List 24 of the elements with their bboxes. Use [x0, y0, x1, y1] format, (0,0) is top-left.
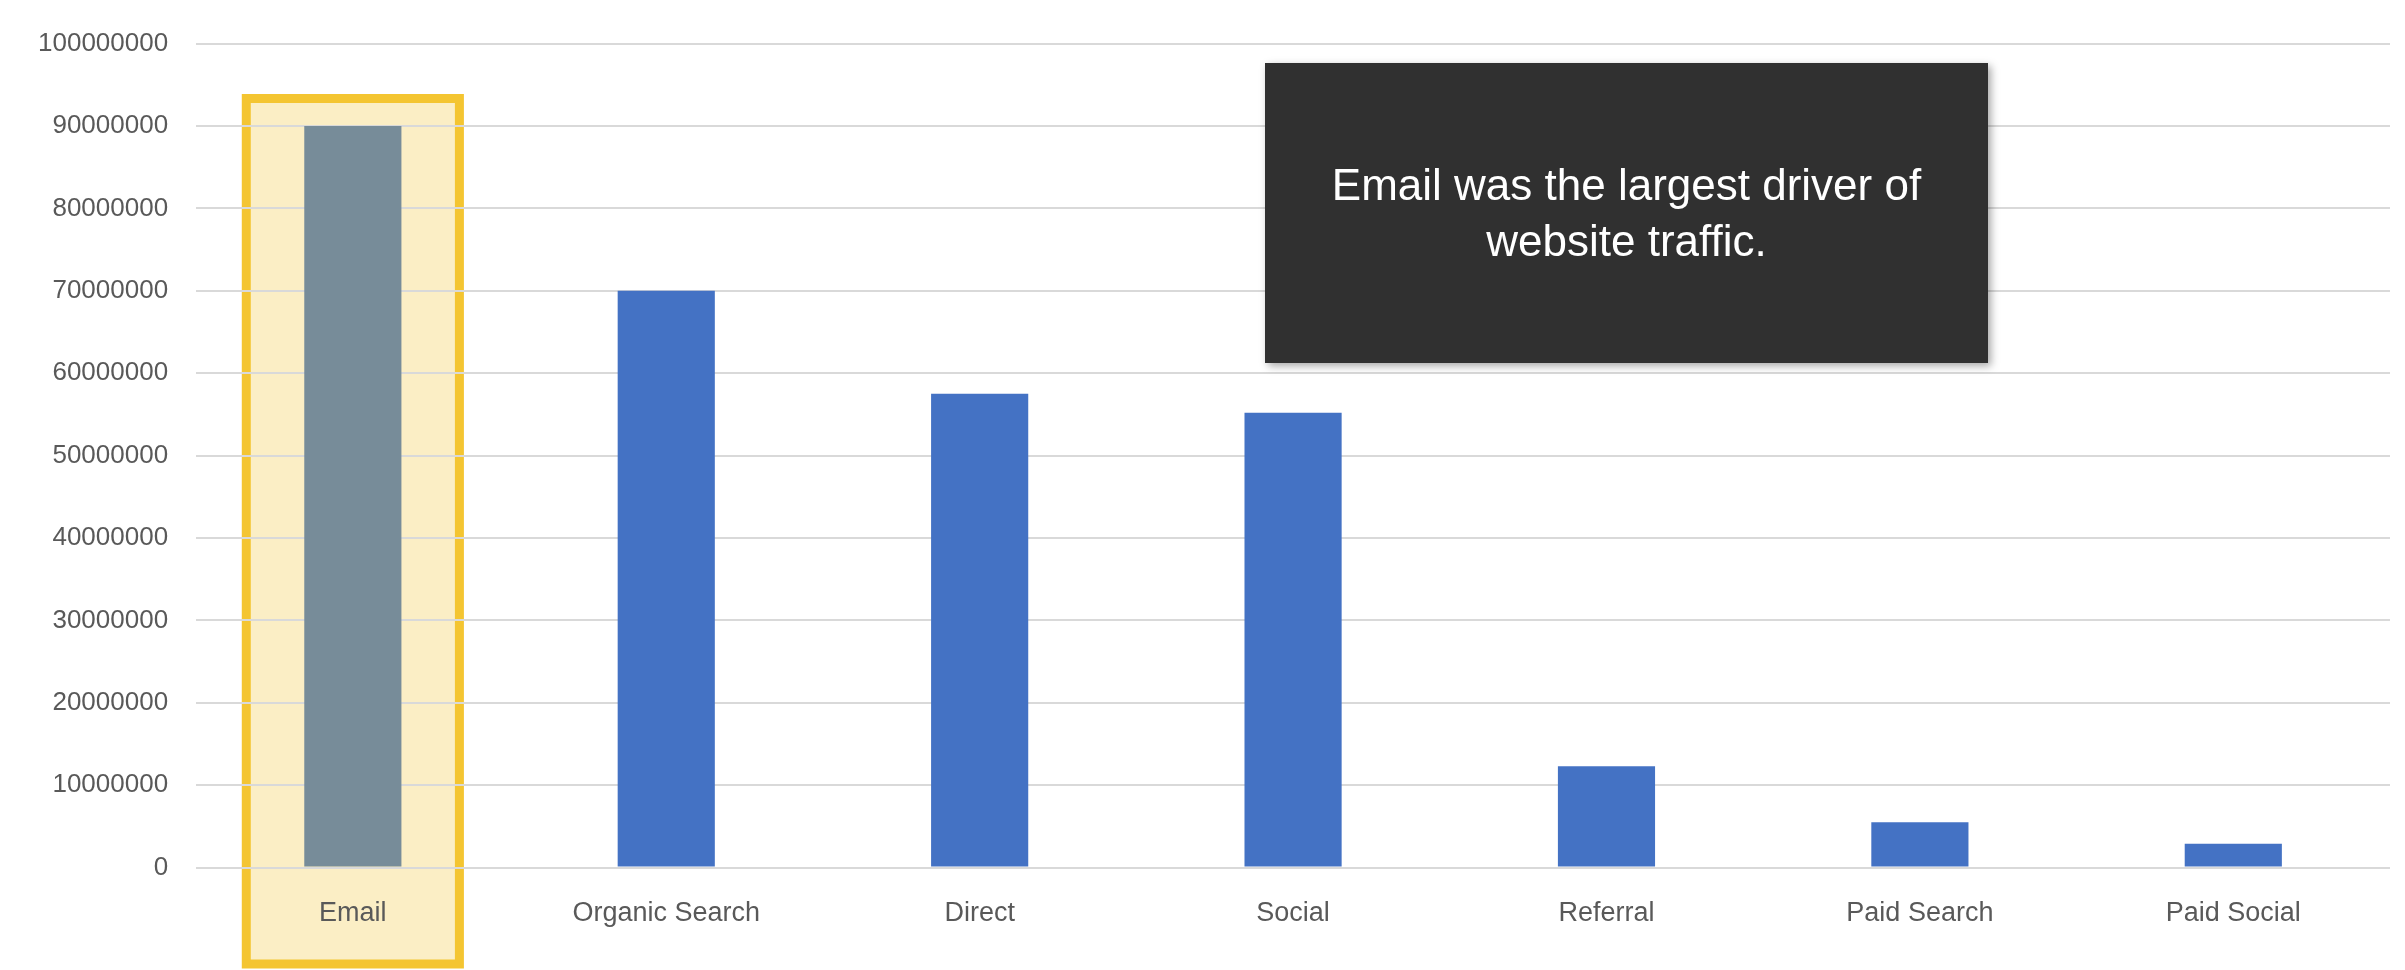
- bar: [1871, 822, 1969, 867]
- x-tick-label: Email: [319, 897, 387, 928]
- y-tick-label: 30000000: [52, 603, 169, 634]
- x-tick-label: Paid Social: [2165, 897, 2301, 928]
- y-tick-label: 10000000: [52, 768, 169, 799]
- y-tick-label: 80000000: [52, 191, 169, 222]
- bar: [2184, 843, 2282, 867]
- x-tick-label: Paid Search: [1846, 897, 1994, 928]
- y-tick-label: 20000000: [52, 685, 169, 716]
- x-tick-label: Direct: [944, 897, 1016, 928]
- y-tick-label: 70000000: [52, 273, 169, 304]
- x-tick-label: Social: [1256, 897, 1330, 928]
- x-tick-label: Organic Search: [572, 897, 761, 928]
- bar: [931, 393, 1029, 867]
- bar: [1244, 412, 1342, 867]
- y-tick-label: 0: [153, 850, 169, 881]
- y-tick-label: 60000000: [52, 356, 169, 387]
- bar: [1557, 766, 1656, 867]
- y-tick-label: 50000000: [52, 438, 169, 469]
- y-tick-label: 90000000: [52, 109, 169, 140]
- bar: [617, 290, 715, 867]
- y-tick-label: 40000000: [52, 521, 169, 552]
- x-tick-label: Referral: [1558, 897, 1655, 928]
- y-tick-label: 100000000: [38, 26, 169, 57]
